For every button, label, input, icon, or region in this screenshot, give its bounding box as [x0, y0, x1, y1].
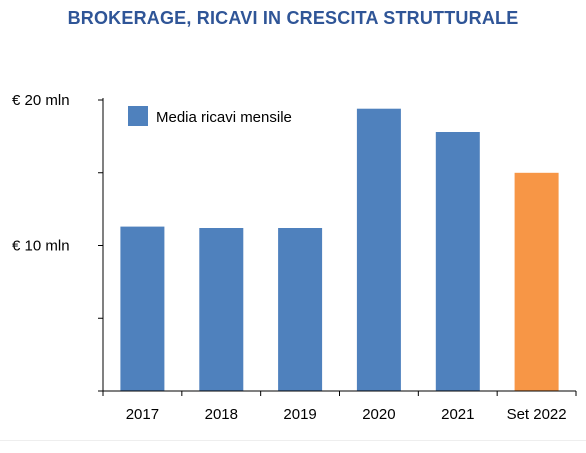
legend-swatch	[128, 106, 148, 126]
bar-2017	[120, 226, 165, 391]
x-tick-label: 2020	[362, 406, 395, 423]
x-tick-label: 2019	[283, 406, 316, 423]
x-tick-label: 2017	[126, 406, 159, 423]
x-tick-label: Set 2022	[507, 406, 567, 423]
bar-2018	[199, 228, 244, 391]
bar-2019	[278, 228, 323, 391]
x-tick-label: 2018	[205, 406, 238, 423]
y-tick-label: € 20 mln	[12, 92, 70, 109]
bar-2021	[435, 132, 480, 391]
bar-2020	[356, 108, 401, 391]
bars-layer	[120, 108, 559, 392]
axis-layer: € 10 mln € 20 mln 2017 2018 2019 2020 2021 Set …	[12, 92, 577, 423]
x-tick-label: 2021	[441, 406, 474, 423]
chart-title: BROKERAGE, RICAVI IN CRESCITA STRUTTURAL…	[67, 8, 519, 28]
y-tick-label: € 10 mln	[12, 238, 70, 255]
bottom-divider	[0, 440, 586, 441]
bar-set-2022	[514, 172, 559, 392]
legend-label: Media ricavi mensile	[156, 109, 292, 126]
legend: Media ricavi mensile	[128, 106, 292, 126]
